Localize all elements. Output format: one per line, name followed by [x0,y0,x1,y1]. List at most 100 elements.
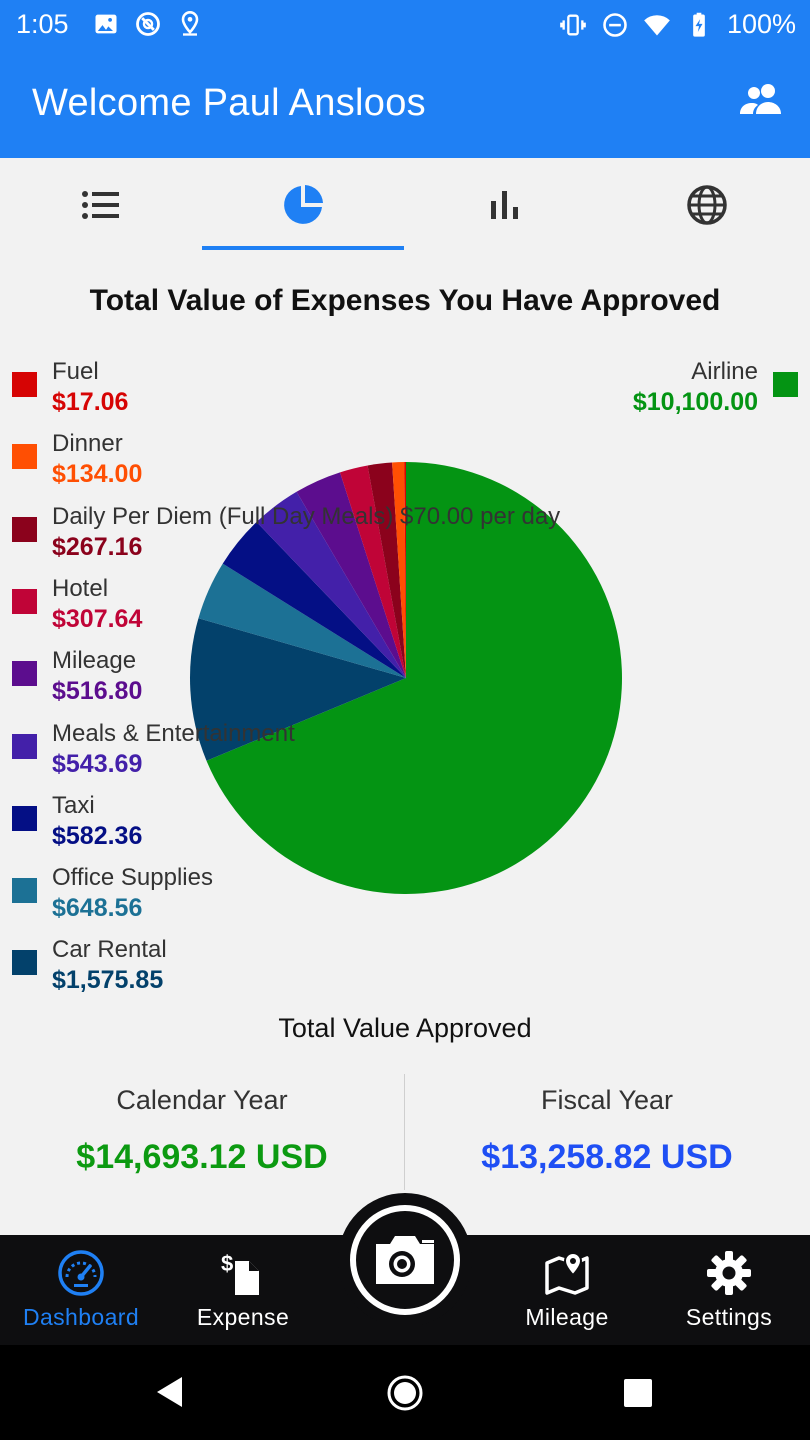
system-nav-bar [0,1345,810,1440]
legend-value: $10,100.00 [632,388,758,416]
fiscal-year-value: $13,258.82 USD [481,1138,733,1176]
legend-swatch [12,661,37,687]
legend-value: $307.64 [52,604,143,633]
legend-label: Taxi [52,791,95,819]
pie-slice [340,465,406,678]
status-bar: 1:05 100% [0,0,810,50]
legend-value: $17.06 [52,388,129,416]
legend-swatch [12,588,37,614]
legend-swatch [12,516,37,542]
calendar-year-total: Calendar Year $14,693.12 USD [0,1085,404,1177]
legend-label: Airline [691,358,758,385]
bar-chart-icon [491,191,518,219]
fiscal-year-label: Fiscal Year [540,1085,674,1115]
legend-item: Mileage $516.80 [0,647,600,711]
legend-item: Taxi $582.36 [0,792,600,856]
legend-item: Daily Per Diem (Full Day Meals) $70.00 p… [0,503,600,567]
pie-slice [190,618,406,761]
legend-swatch [12,878,37,904]
pie-slice [198,563,406,678]
home-icon[interactable] [386,1374,424,1412]
camera-icon [376,1236,434,1284]
legend-swatch [12,950,37,976]
back-icon[interactable] [154,1375,184,1409]
calendar-year-value: $14,693.12 USD [76,1138,328,1176]
pie-slice [256,491,406,678]
list-icon [82,191,119,219]
location-icon [181,11,199,36]
vibrate-icon [560,14,586,35]
page-title: Welcome Paul Ansloos [32,82,426,124]
totals-divider [404,1074,405,1190]
calendar-year-label: Calendar Year [116,1085,288,1115]
nav-settings[interactable]: Settings [648,1235,810,1345]
legend-swatch [12,372,37,397]
pie-slice [367,462,406,678]
legend-item: Hotel $307.64 [0,575,600,639]
legend-swatch [12,805,37,831]
globe-icon [687,185,727,225]
legend-value: $516.80 [52,677,143,706]
nav-expense[interactable]: $ Expense [162,1235,324,1345]
pie-chart-icon [284,185,323,224]
pie-slice [404,462,406,678]
legend-label: Dinner [52,430,123,458]
legend-value: $267.16 [52,532,143,561]
legend-swatch [12,733,37,759]
legend-label: Car Rental [52,936,167,964]
legend-swatch [773,372,798,397]
total-value-title: Total Value Approved [278,1013,532,1043]
camera-button[interactable] [338,1193,472,1327]
recents-icon[interactable] [623,1378,653,1408]
dashboard-tabs [0,158,810,254]
battery-percent: 100% [726,9,796,39]
legend-value: $582.36 [52,821,143,850]
tab-list[interactable] [0,158,202,252]
legend-swatch [12,444,37,470]
legend-label: Daily Per Diem (Full Day Meals) $70.00 p… [52,502,561,530]
status-time: 1:05 [16,9,69,39]
legend-label: Mileage [52,647,137,675]
image-icon [95,14,117,34]
legend-value: $1,575.85 [52,966,164,995]
nav-label: Mileage [525,1304,609,1330]
legend-item: Dinner $134.00 [0,430,600,494]
speedometer-icon [58,1250,104,1296]
tab-globe[interactable] [606,158,808,252]
nav-mileage[interactable]: Mileage [486,1235,648,1345]
legend-item: Fuel $17.06 [0,358,600,422]
pie-chart [190,462,622,894]
tab-bar-chart[interactable] [404,158,606,252]
pie-slice [296,472,406,678]
legend-item: Car Rental $1,575.85 [0,936,600,1000]
pie-slice [206,462,622,894]
legend-value: $648.56 [52,894,143,923]
svg-text:$: $ [221,1251,233,1276]
app-bar: Welcome Paul Ansloos [0,50,810,158]
do-not-disturb-icon [603,12,627,37]
legend-item-airline: Airline $10,100.00 [510,358,810,422]
camera-ring [350,1205,460,1315]
fiscal-year-total: Fiscal Year $13,258.82 USD [405,1085,809,1177]
gear-icon [707,1251,751,1295]
no-sync-icon [136,12,160,36]
pie-slice [392,462,406,678]
map-icon [545,1251,589,1295]
legend-value: $134.00 [52,460,143,489]
tab-pie-chart[interactable] [202,158,404,252]
chart-title: Total Value of Expenses You Have Approve… [89,284,721,317]
tab-indicator [202,246,404,250]
nav-dashboard[interactable]: Dashboard [0,1235,162,1345]
legend-label: Office Supplies [52,864,213,892]
legend-label: Meals & Entertainment [52,719,295,747]
legend-item: Meals & Entertainment $543.69 [0,720,600,784]
legend-label: Hotel [52,574,109,602]
legend-label: Fuel [52,358,99,385]
people-icon[interactable] [738,80,784,120]
nav-label: Dashboard [22,1304,140,1330]
nav-label: Settings [685,1304,773,1330]
nav-label: Expense [196,1304,290,1330]
expense-doc-icon: $ [221,1251,259,1295]
battery-icon [693,12,705,37]
wifi-icon [644,14,670,35]
